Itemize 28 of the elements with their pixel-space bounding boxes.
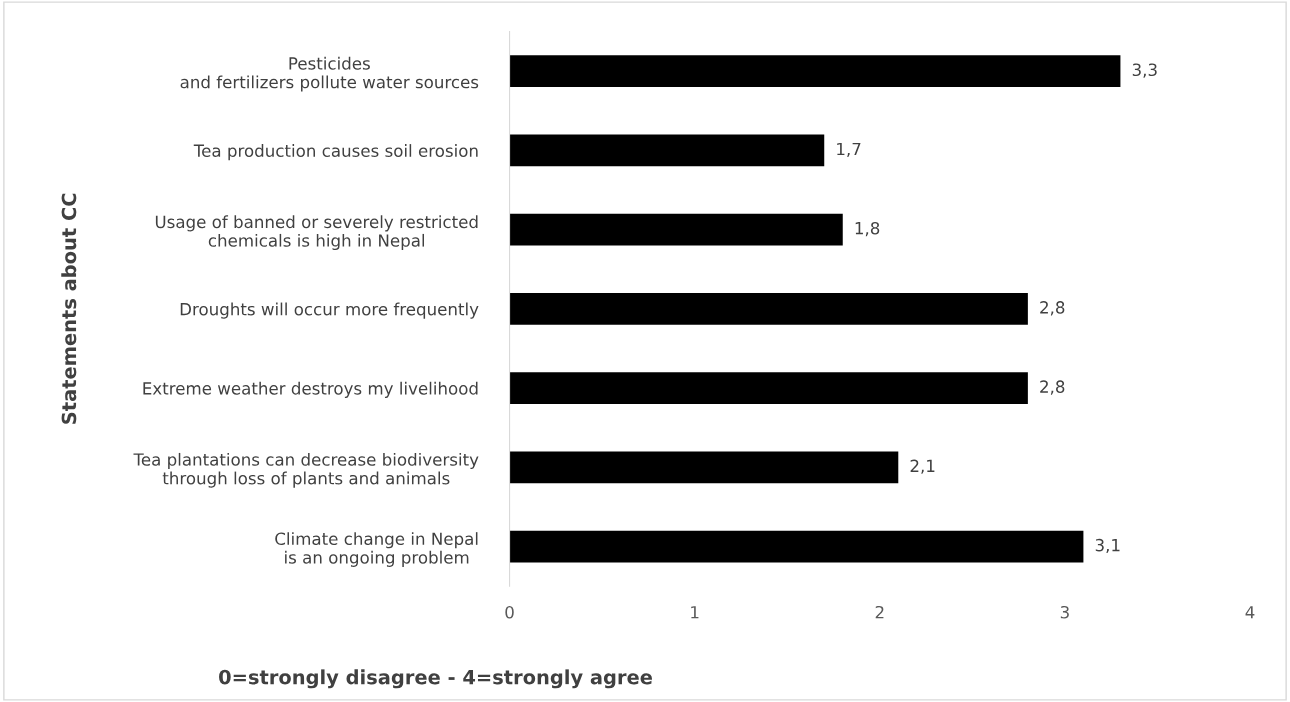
y-tick-label: Usage of banned or severely restricted chemicals is high in Nepal bbox=[155, 215, 478, 251]
x-tick-label: 1 bbox=[691, 606, 699, 619]
bar bbox=[509, 451, 899, 484]
bar bbox=[509, 55, 1121, 88]
x-tick-label: 4 bbox=[1245, 606, 1255, 619]
data-label: 2,1 bbox=[910, 459, 935, 474]
x-tick-label: 0 bbox=[505, 605, 514, 619]
data-label: 2,8 bbox=[1040, 380, 1065, 395]
y-tick-label: Tea plantations can decrease biodiversity through loss of plants and animals bbox=[133, 452, 479, 488]
y-tick-label: Tea production causes soil erosion bbox=[193, 144, 478, 161]
data-label: 2,8 bbox=[1040, 301, 1065, 316]
y-tick-label: Droughts will occur more frequently bbox=[180, 302, 479, 319]
y-axis-title: Statements about CC bbox=[61, 193, 77, 424]
y-tick-label: Pesticides and fertilizers pollute water sources bbox=[180, 56, 479, 92]
data-label: 3,1 bbox=[1095, 538, 1120, 554]
x-tick-label: 3 bbox=[1060, 605, 1069, 619]
x-tick-label: 2 bbox=[875, 605, 884, 619]
bar bbox=[509, 293, 1028, 325]
bar bbox=[509, 134, 825, 167]
bar bbox=[509, 213, 843, 246]
data-label: 1,7 bbox=[837, 142, 861, 157]
y-tick-label: Extreme weather destroys my livelihood bbox=[143, 381, 478, 398]
data-label: 3,3 bbox=[1132, 63, 1157, 78]
data-label: 1,8 bbox=[855, 221, 880, 237]
bar bbox=[509, 372, 1028, 404]
x-axis-title: 0=strongly disagree - 4=strongly agree bbox=[219, 669, 652, 689]
bar bbox=[509, 530, 1084, 563]
y-tick-label: Climate change in Nepal is an ongoing problem bbox=[275, 532, 478, 567]
